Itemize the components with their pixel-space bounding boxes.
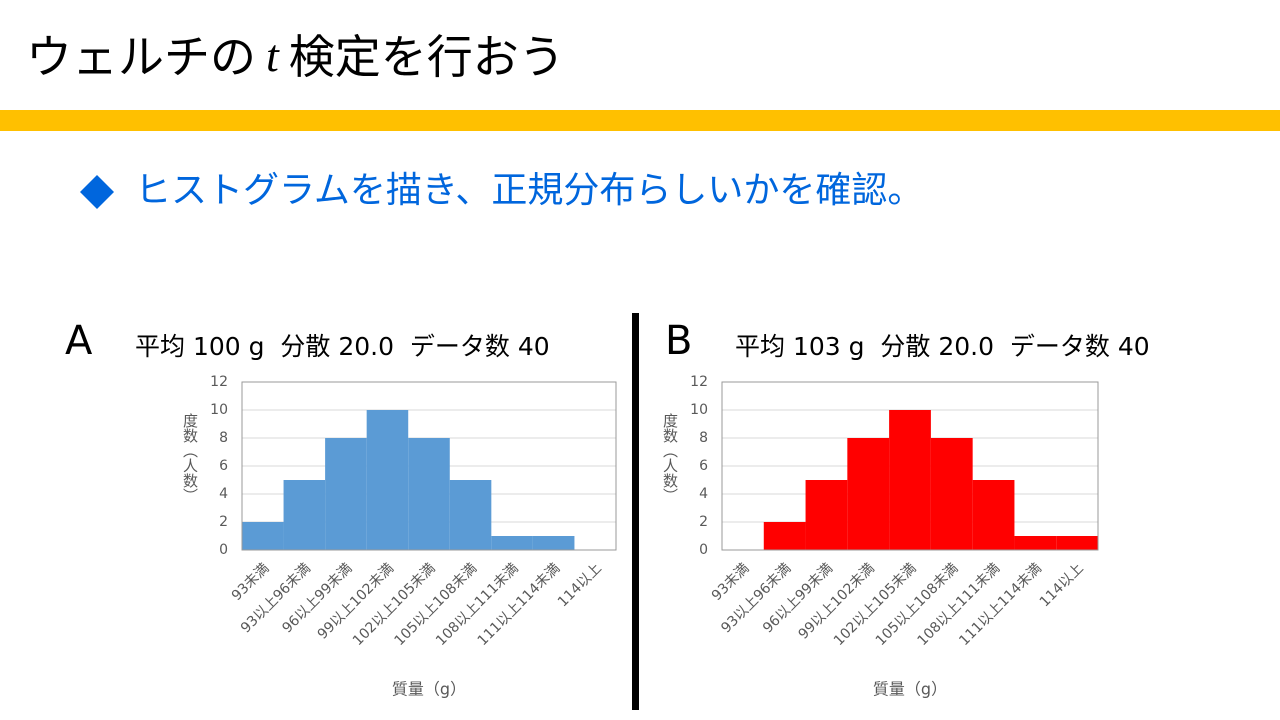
panel-label: A	[65, 318, 93, 364]
bar	[1056, 536, 1098, 550]
plot-frame	[241, 381, 617, 551]
y-axis-label: 度数（人数）	[661, 413, 679, 503]
bar	[930, 438, 973, 550]
y-tick-label: 8	[699, 430, 708, 446]
x-axis-label: 質量（g）	[392, 680, 466, 699]
title-rule	[0, 110, 1280, 131]
y-tick-label: 4	[699, 486, 708, 502]
bar	[366, 410, 409, 550]
bar	[532, 536, 575, 550]
y-tick-label: 12	[690, 374, 708, 390]
y-tick-label: 0	[699, 542, 708, 558]
bar	[763, 522, 806, 550]
y-tick-label: 12	[210, 374, 228, 390]
divider	[632, 313, 639, 710]
bar	[491, 536, 533, 550]
title-text: ウェルチの	[26, 30, 256, 84]
slide-title: ウェルチの t 検定を行おう	[26, 30, 565, 84]
y-tick-label: 0	[219, 542, 228, 558]
bar	[408, 438, 450, 550]
y-tick-label: 4	[219, 486, 228, 502]
bar	[242, 522, 284, 550]
y-tick-label: 8	[219, 430, 228, 446]
panel-label: B	[665, 318, 692, 364]
y-tick-label: 2	[699, 514, 708, 530]
y-axis-label: 度数（人数）	[181, 413, 199, 503]
bar	[847, 438, 890, 550]
y-tick-label: 6	[219, 458, 228, 474]
y-tick-label: 10	[690, 402, 708, 418]
title-text: 検定を行おう	[289, 30, 565, 84]
plot-frame	[721, 381, 1099, 551]
title-italic: t	[266, 30, 280, 81]
bar	[1014, 536, 1057, 550]
y-tick-label: 2	[219, 514, 228, 530]
bar	[972, 480, 1015, 550]
bullet-text: ヒストグラムを描き、正規分布らしいかを確認。	[135, 170, 923, 211]
x-axis-label: 質量（g）	[873, 680, 947, 699]
bar	[325, 438, 367, 550]
bar	[283, 480, 326, 550]
bar	[449, 480, 492, 550]
panel-stats: 平均 100 g 分散 20.0 データ数 40	[135, 332, 550, 361]
y-tick-label: 10	[210, 402, 228, 418]
bullet-diamond	[80, 175, 114, 209]
y-tick-label: 6	[699, 458, 708, 474]
bar	[805, 480, 848, 550]
panel-stats: 平均 103 g 分散 20.0 データ数 40	[735, 332, 1150, 361]
bar	[889, 410, 931, 550]
